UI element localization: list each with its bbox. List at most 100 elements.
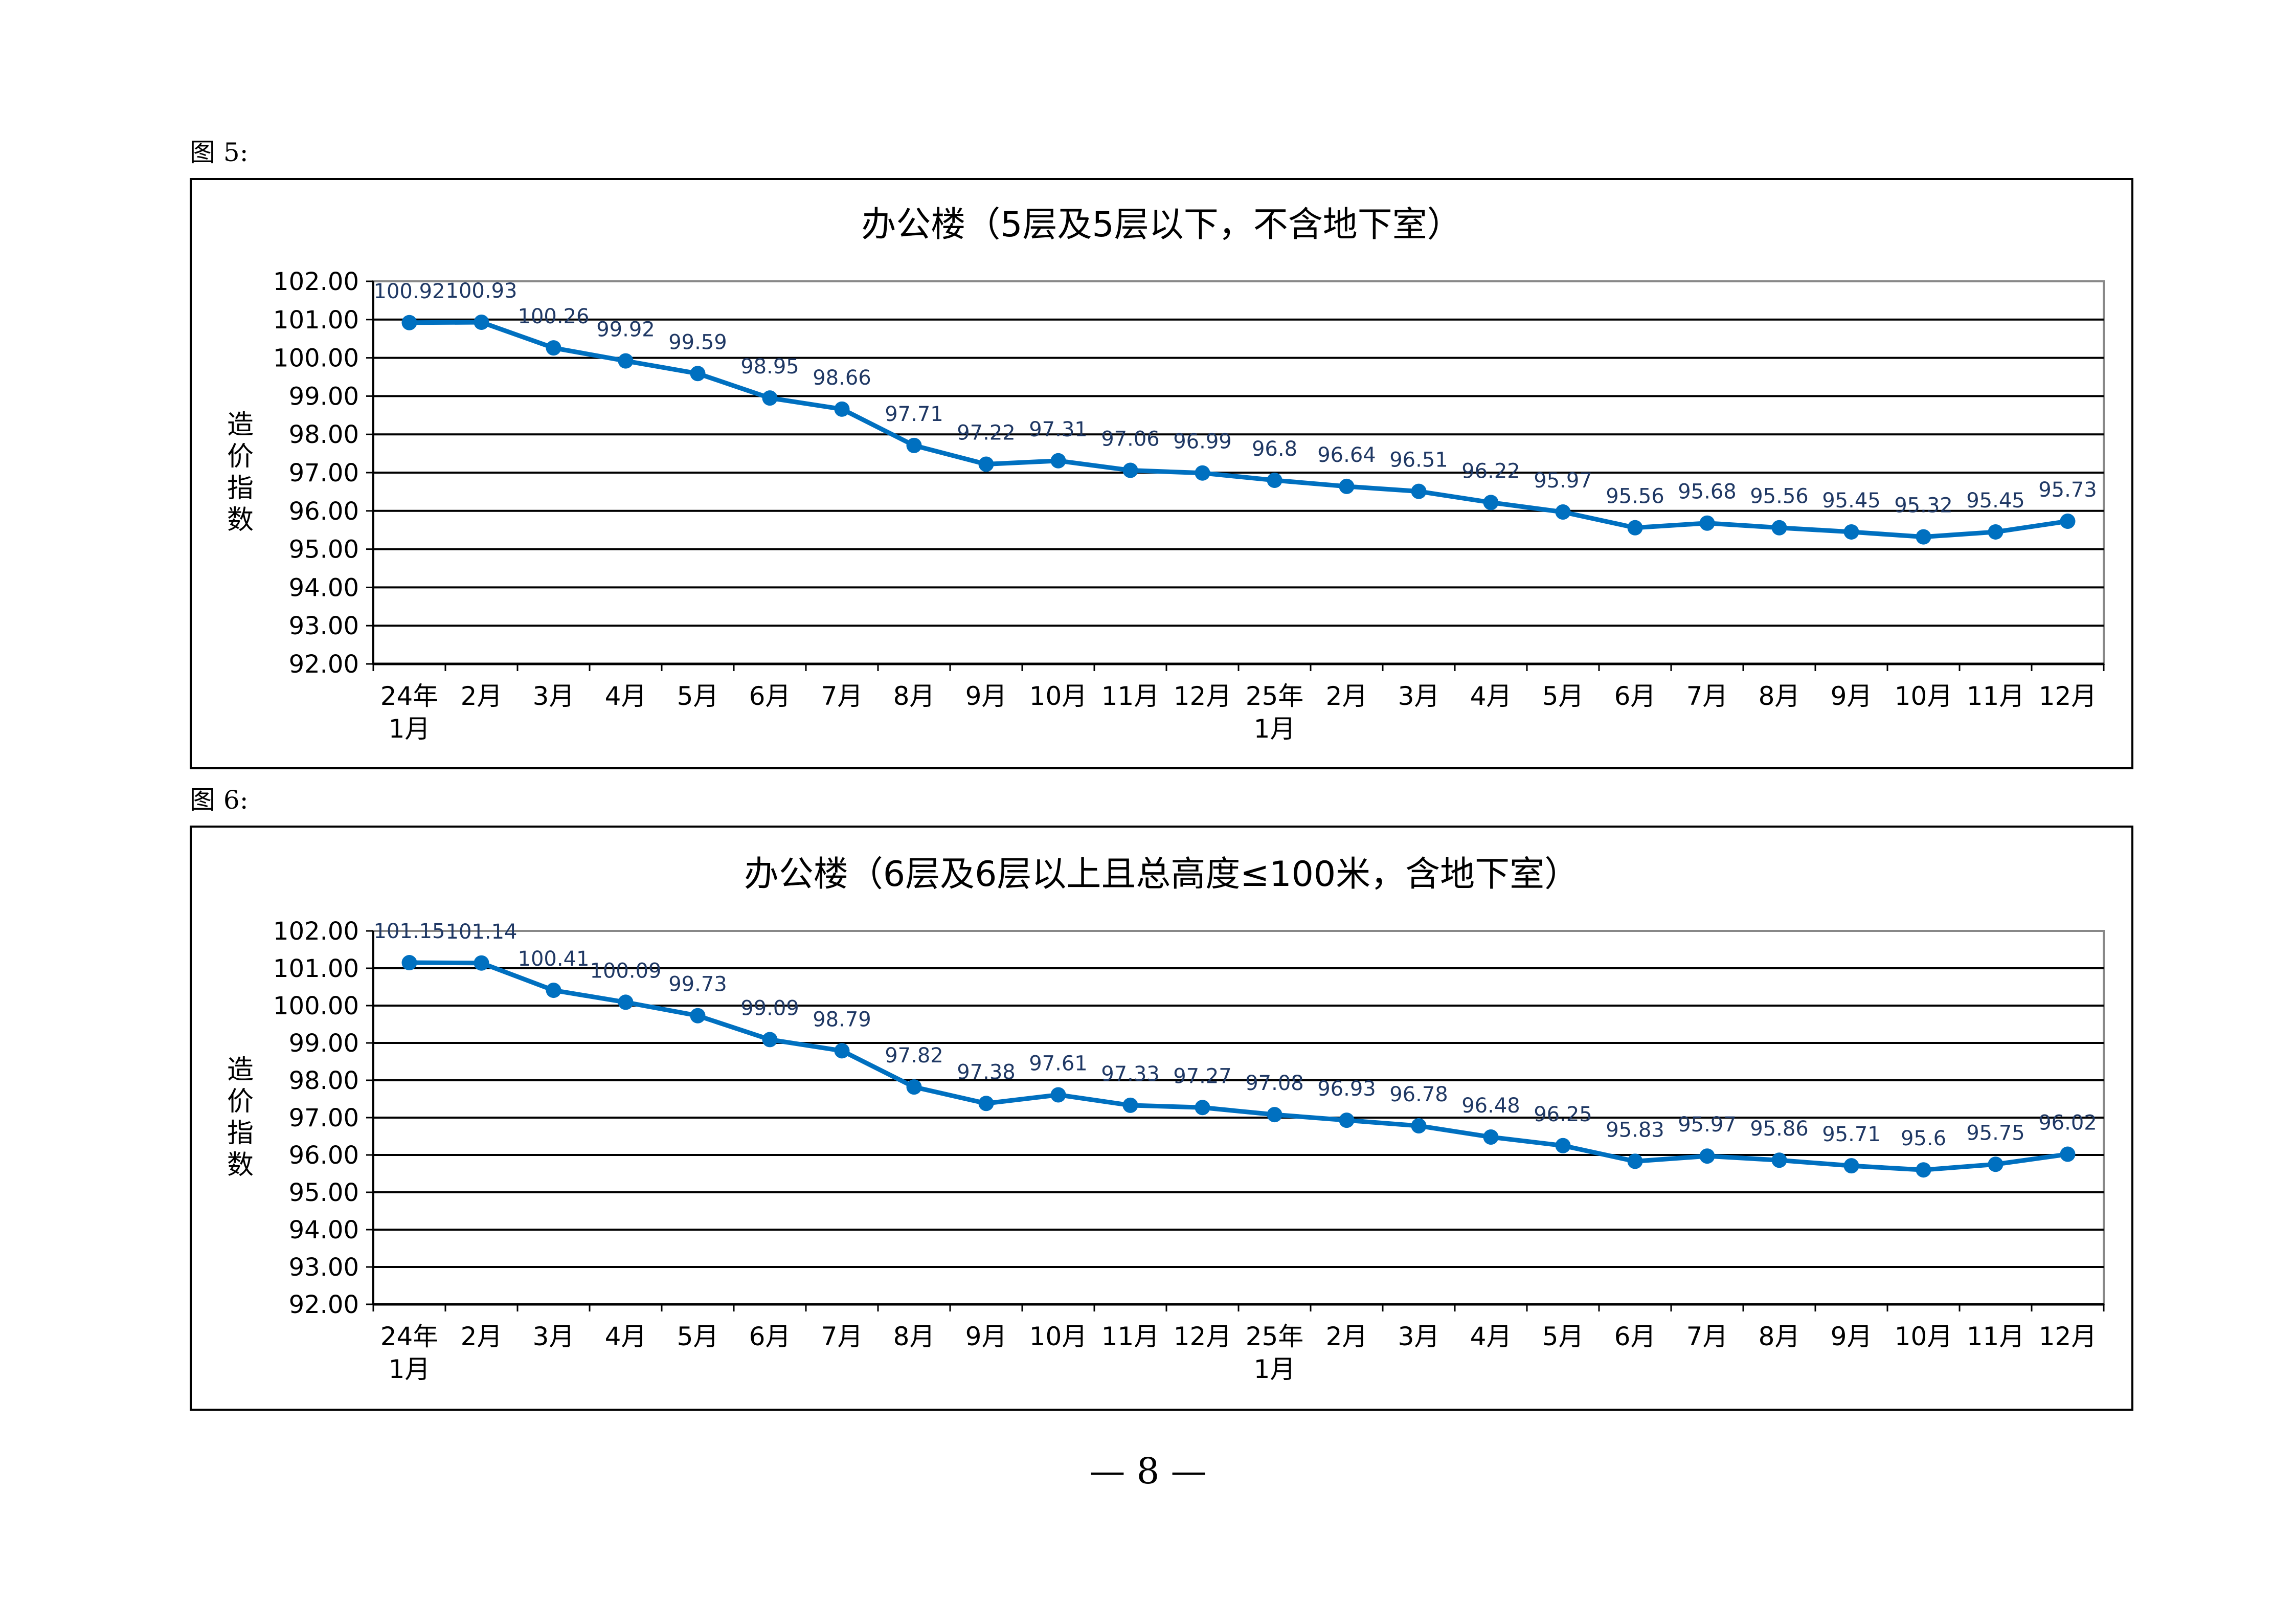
data-point <box>1195 1100 1210 1116</box>
data-point <box>1555 504 1571 520</box>
data-label: 97.82 <box>885 1044 943 1067</box>
y-tick-label: 100.00 <box>273 344 359 373</box>
data-point <box>618 353 634 369</box>
data-point <box>1339 478 1355 494</box>
x-tick-label: 9月 <box>965 681 1007 711</box>
data-point <box>1699 1148 1715 1164</box>
x-tick-label: 1月 <box>1254 1354 1296 1384</box>
data-point <box>1988 524 2004 540</box>
data-point <box>618 994 634 1010</box>
x-tick-label: 3月 <box>533 681 575 711</box>
x-tick-label: 10月 <box>1029 681 1088 711</box>
data-point <box>1916 529 1931 545</box>
x-tick-label: 9月 <box>1831 1322 1873 1351</box>
x-tick-label: 3月 <box>1398 681 1440 711</box>
data-point <box>1843 1158 1859 1174</box>
page-number: — 8 — <box>1089 1450 1207 1492</box>
x-tick-label: 2月 <box>461 681 503 711</box>
data-label: 100.41 <box>518 947 590 971</box>
data-label: 95.68 <box>1678 480 1737 504</box>
x-tick-label: 9月 <box>965 1322 1007 1351</box>
data-label: 97.71 <box>885 403 943 426</box>
y-tick-label: 92.00 <box>289 1291 359 1319</box>
data-point <box>1483 1129 1499 1145</box>
data-point <box>401 315 417 330</box>
data-point <box>690 1008 706 1024</box>
data-label: 95.97 <box>1534 469 1592 493</box>
x-tick-label: 4月 <box>1470 681 1512 711</box>
y-tick-label: 92.00 <box>289 650 359 679</box>
data-label: 95.6 <box>1901 1127 1946 1150</box>
x-tick-label: 8月 <box>1759 1322 1800 1351</box>
x-tick-label: 5月 <box>1542 681 1584 711</box>
data-point <box>1050 453 1066 469</box>
y-tick-label: 95.00 <box>289 536 359 564</box>
data-label: 99.59 <box>668 330 727 354</box>
x-tick-label: 24年 <box>380 681 439 711</box>
data-point <box>834 401 850 417</box>
x-tick-label: 12月 <box>2039 681 2097 711</box>
data-point <box>1699 515 1715 531</box>
y-tick-label: 102.00 <box>273 917 359 946</box>
x-tick-label: 6月 <box>1614 681 1656 711</box>
x-tick-label: 9月 <box>1831 681 1873 711</box>
data-point <box>1916 1162 1931 1178</box>
data-label: 96.8 <box>1252 437 1297 461</box>
chart-figure-6: 办公楼（6层及6层以上且总高度≤100米，含地下室） 92.00 93.00 94.0… <box>190 826 2133 1411</box>
x-tick-label: 4月 <box>1470 1322 1512 1351</box>
x-tick-label: 1月 <box>389 714 431 744</box>
y-tick-label: 94.00 <box>289 573 359 602</box>
data-point <box>762 1032 778 1048</box>
data-label: 95.32 <box>1894 494 1953 518</box>
x-tick-label: 11月 <box>1101 1322 1160 1351</box>
data-label: 96.78 <box>1389 1083 1448 1106</box>
x-tick-label: 8月 <box>1759 681 1800 711</box>
data-point <box>474 315 489 330</box>
x-tick-label: 11月 <box>1967 681 2025 711</box>
data-label: 95.75 <box>1966 1121 2025 1145</box>
data-label: 100.92 <box>374 280 445 303</box>
x-tick-label: 7月 <box>821 681 863 711</box>
data-point <box>1122 1097 1138 1113</box>
series-line <box>409 320 2068 540</box>
data-label: 96.25 <box>1534 1103 1592 1126</box>
x-tick-label: 2月 <box>1326 1322 1368 1351</box>
data-point <box>1411 1118 1427 1134</box>
x-tick-label: 6月 <box>749 1322 791 1351</box>
data-point <box>2060 1146 2076 1162</box>
data-label: 98.79 <box>813 1008 871 1031</box>
data-point <box>1988 1156 2004 1172</box>
data-point <box>762 390 778 406</box>
x-tick-label: 5月 <box>677 1322 719 1351</box>
data-label: 98.95 <box>740 355 799 379</box>
data-label: 97.06 <box>1101 428 1160 451</box>
data-point <box>401 955 417 971</box>
data-label: 97.08 <box>1245 1072 1304 1095</box>
data-label: 97.27 <box>1173 1064 1232 1088</box>
data-label: 95.97 <box>1678 1113 1737 1137</box>
x-tick-label: 6月 <box>749 681 791 711</box>
data-label: 97.31 <box>1029 418 1088 441</box>
data-label: 97.61 <box>1029 1052 1088 1075</box>
x-tick-label: 2月 <box>461 1322 503 1351</box>
y-tick-label: 97.00 <box>289 1104 359 1132</box>
data-point <box>1627 1153 1643 1169</box>
data-label: 96.51 <box>1389 449 1448 472</box>
data-label: 95.73 <box>2038 478 2097 502</box>
x-tick-label: 25年 <box>1246 1322 1304 1351</box>
data-label: 96.48 <box>1461 1094 1520 1118</box>
y-tick-label: 93.00 <box>289 612 359 640</box>
data-point <box>1627 520 1643 536</box>
x-tick-label: 8月 <box>893 1322 935 1351</box>
data-point <box>1267 1107 1282 1123</box>
y-tick-label: 102.00 <box>273 268 359 296</box>
x-tick-label: 11月 <box>1101 681 1160 711</box>
x-tick-label: 1月 <box>389 1354 431 1384</box>
y-tick-label: 100.00 <box>273 992 359 1020</box>
data-label: 99.09 <box>740 996 799 1020</box>
x-tick-label: 2月 <box>1326 681 1368 711</box>
data-label: 96.02 <box>2038 1111 2097 1135</box>
y-tick-label: 94.00 <box>289 1216 359 1244</box>
data-label: 96.93 <box>1317 1077 1376 1101</box>
